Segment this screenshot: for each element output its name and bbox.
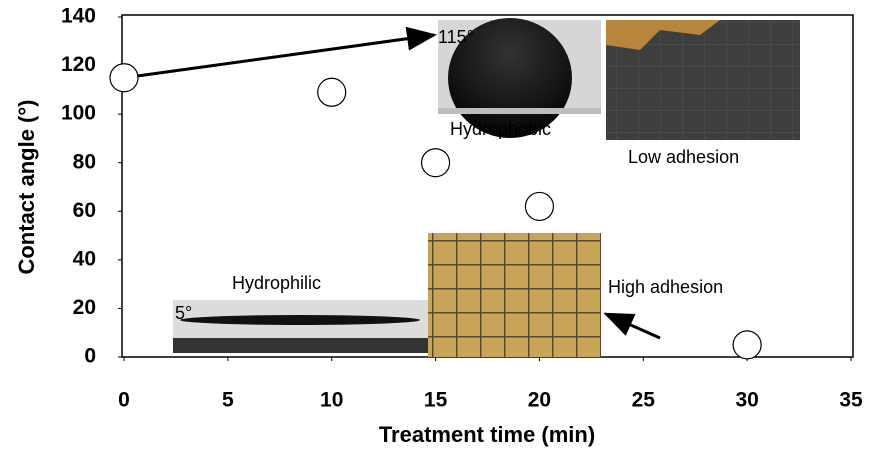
point <box>524 191 555 222</box>
point <box>732 330 762 360</box>
y-tick-label: 140 <box>61 5 96 28</box>
substrate <box>438 108 601 114</box>
substrate <box>173 338 430 353</box>
annotation: High adhesion <box>608 277 723 297</box>
annotation: Hydrophilic <box>232 273 321 293</box>
x-tick-label: 20 <box>528 389 551 412</box>
annotation: Hydrophobic <box>450 119 551 139</box>
y-tick-label: 0 <box>84 345 96 368</box>
x-tick-label: 25 <box>632 389 656 412</box>
annotation: Low adhesion <box>628 147 739 167</box>
point <box>109 63 139 93</box>
flat-droplet <box>180 315 420 325</box>
x-tick-label: 35 <box>839 389 863 412</box>
x-axis-title: Treatment time (min) <box>379 422 595 447</box>
peeled-area <box>606 20 720 50</box>
y-tick-label: 60 <box>73 199 96 222</box>
y-axis-title: Contact angle (°) <box>14 99 39 274</box>
y-tick-label: 20 <box>73 296 96 319</box>
arrow <box>603 312 661 340</box>
y-tick-label: 120 <box>61 53 96 76</box>
annotation: 115° <box>438 27 474 47</box>
high-adhesion-photo <box>428 233 601 357</box>
x-tick-label: 15 <box>424 389 448 412</box>
x-tick-label: 5 <box>222 389 234 412</box>
y-tick-label: 40 <box>73 247 96 270</box>
inset-images <box>129 18 800 357</box>
annotation: 5° <box>175 303 192 323</box>
x-tick-label: 30 <box>735 389 758 412</box>
point <box>317 77 347 107</box>
x-tick-label: 10 <box>320 389 343 412</box>
point <box>420 148 451 178</box>
x-tick-label: 0 <box>118 389 130 412</box>
arrow <box>129 26 437 79</box>
y-tick-label: 100 <box>61 102 96 125</box>
y-tick-label: 80 <box>73 150 96 173</box>
